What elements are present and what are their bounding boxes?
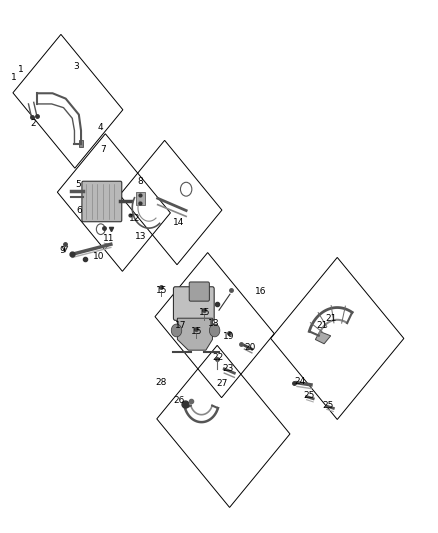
Text: 24: 24 (294, 377, 306, 385)
Text: 27: 27 (217, 379, 228, 388)
Bar (79, 140, 83, 147)
FancyBboxPatch shape (189, 282, 209, 301)
Text: 15: 15 (156, 286, 168, 295)
Text: 13: 13 (135, 232, 147, 240)
Text: 28: 28 (155, 378, 167, 386)
Text: 2: 2 (30, 119, 35, 128)
Text: 15: 15 (199, 309, 210, 317)
Text: 20: 20 (244, 343, 255, 352)
Polygon shape (315, 332, 331, 344)
Text: 11: 11 (103, 234, 114, 243)
Text: 26: 26 (173, 397, 184, 405)
Circle shape (209, 324, 220, 337)
Text: 25: 25 (303, 391, 314, 400)
Text: 21: 21 (325, 314, 336, 323)
Text: 8: 8 (137, 177, 143, 185)
Text: 6: 6 (77, 206, 83, 215)
Text: 4: 4 (98, 124, 103, 132)
Text: 5: 5 (75, 181, 81, 189)
Text: 3: 3 (74, 62, 80, 71)
Text: 12: 12 (129, 214, 141, 223)
FancyBboxPatch shape (173, 287, 214, 320)
Text: 18: 18 (208, 319, 219, 328)
Text: 9: 9 (59, 246, 65, 255)
Text: 1: 1 (11, 73, 17, 82)
Text: 17: 17 (175, 321, 186, 329)
Text: 21: 21 (316, 321, 328, 329)
FancyBboxPatch shape (82, 181, 122, 222)
Polygon shape (177, 318, 212, 350)
Text: 22: 22 (212, 353, 224, 361)
Bar (136, 192, 145, 205)
Circle shape (171, 324, 182, 337)
Text: 23: 23 (222, 365, 233, 373)
Text: 7: 7 (100, 145, 106, 154)
Text: 14: 14 (173, 219, 184, 227)
Text: 10: 10 (93, 253, 104, 261)
Text: 25: 25 (323, 401, 334, 409)
Text: 1: 1 (18, 65, 24, 74)
Text: 19: 19 (223, 333, 235, 341)
Text: 16: 16 (255, 287, 266, 296)
Text: 15: 15 (191, 327, 203, 336)
